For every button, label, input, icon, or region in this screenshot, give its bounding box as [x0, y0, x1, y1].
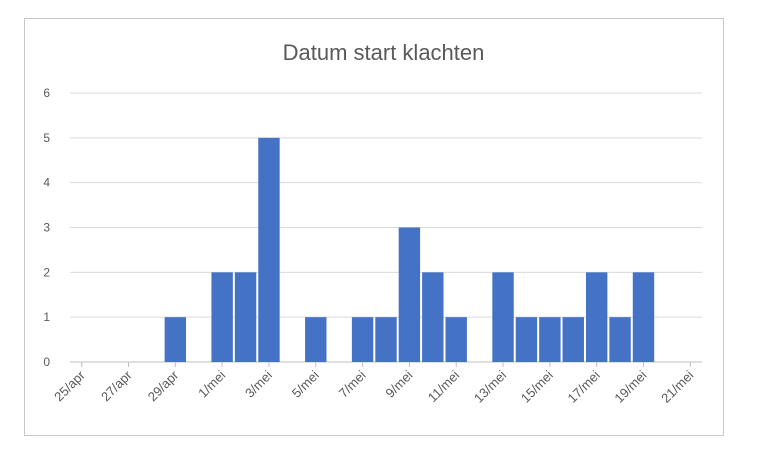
- bar-8/mei: [375, 317, 397, 362]
- x-tick-label: 9/mei: [382, 367, 415, 400]
- y-tick-label: 0: [43, 355, 50, 369]
- bar-11/mei: [445, 317, 467, 362]
- bar-3/mei: [258, 137, 280, 362]
- x-tick-label: 19/mei: [611, 367, 649, 405]
- y-tick-label: 5: [43, 131, 50, 145]
- x-tick-label: 11/mei: [425, 367, 463, 405]
- x-tick-label: 13/mei: [471, 367, 509, 405]
- bar-18/mei: [609, 317, 631, 362]
- bar-1/mei: [211, 272, 233, 362]
- bar-5/mei: [305, 317, 327, 362]
- x-tick-label: 5/mei: [289, 367, 322, 400]
- x-tick-label: 17/mei: [565, 367, 603, 405]
- bar-19/mei: [632, 272, 655, 362]
- bar-14/mei: [515, 317, 538, 362]
- x-tick-label: 27/apr: [98, 367, 135, 404]
- x-tick-label: 25/apr: [51, 367, 88, 404]
- x-tick-label: 7/mei: [336, 367, 369, 400]
- x-tick-label: 29/apr: [145, 367, 182, 404]
- x-axis-ticks: 25/apr 27/apr 29/apr 1/mei 3/mei 5/mei 7/mei 9/…: [51, 362, 696, 406]
- bar-17/mei: [585, 272, 608, 362]
- y-tick-label: 4: [43, 176, 50, 190]
- bar-7/mei: [351, 317, 374, 362]
- bar-15/mei: [539, 317, 561, 362]
- bar-10/mei: [422, 272, 444, 362]
- y-tick-label: 3: [43, 221, 50, 235]
- bar-2/mei: [234, 272, 257, 362]
- y-tick-label: 6: [43, 86, 50, 100]
- chart-title: Datum start klachten: [282, 40, 485, 65]
- y-tick-label: 2: [43, 265, 50, 279]
- y-axis-ticks: 0 1 2 3 4 5 6: [43, 86, 50, 369]
- x-tick-label: 15/mei: [518, 367, 556, 405]
- bar-29/apr: [164, 317, 187, 362]
- x-tick-label: 1/mei: [195, 367, 228, 400]
- y-tick-label: 1: [43, 310, 50, 324]
- bars: [164, 137, 655, 362]
- bar-13/mei: [492, 272, 514, 362]
- x-tick-label: 21/mei: [658, 367, 696, 405]
- x-tick-label: 3/mei: [242, 367, 275, 400]
- bar-16/mei: [562, 317, 584, 362]
- bar-9/mei: [398, 227, 421, 362]
